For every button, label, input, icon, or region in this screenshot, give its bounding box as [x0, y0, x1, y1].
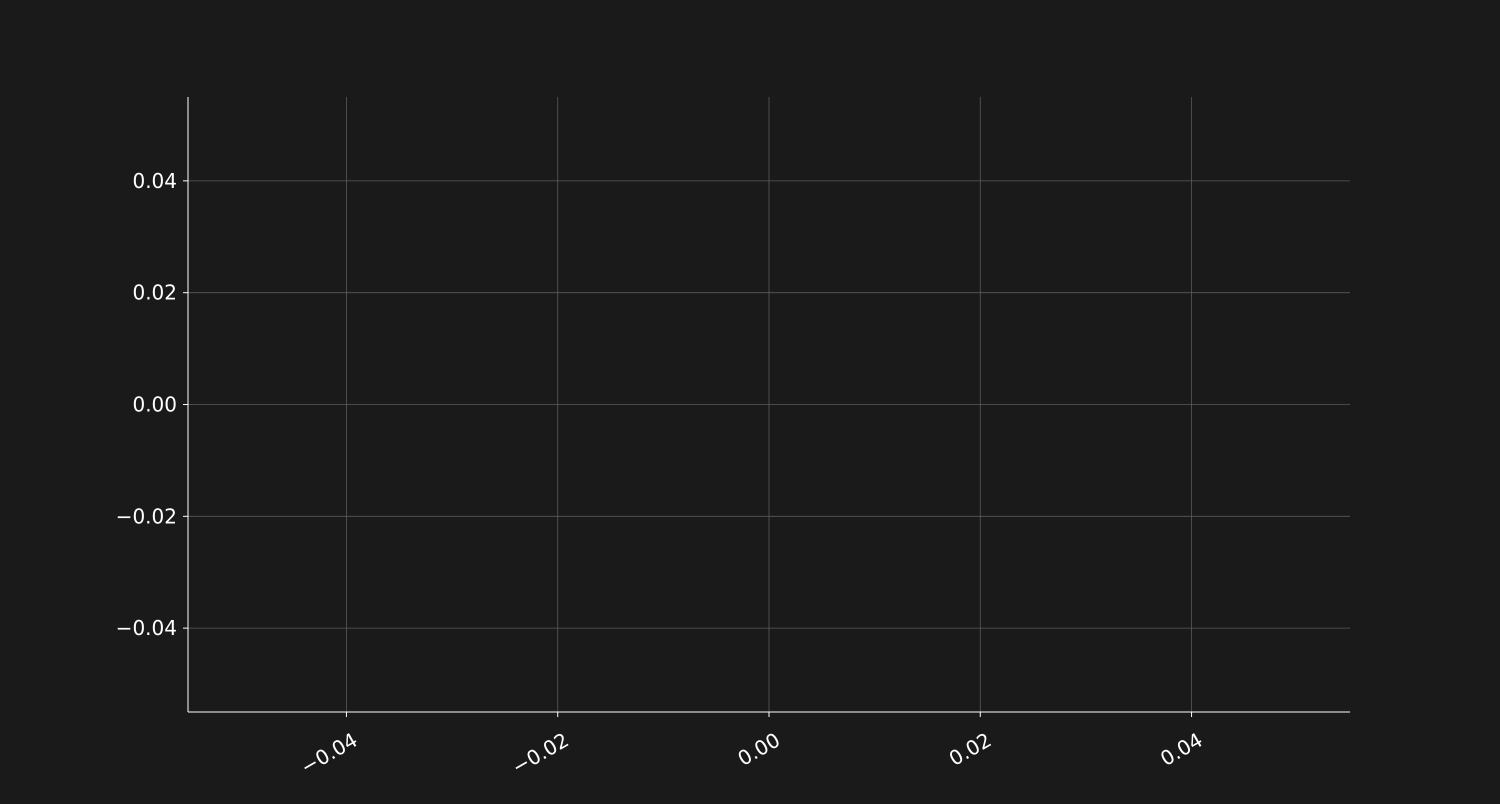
y-tick-label: 0.02 — [132, 281, 177, 305]
x-tick-label: 0.00 — [734, 728, 785, 771]
y-tick-label: 0.00 — [132, 393, 177, 417]
x-tick-label: 0.04 — [1156, 728, 1207, 771]
x-tick-label: 0.02 — [945, 728, 996, 771]
grid-layer — [188, 97, 1350, 712]
y-tick-label: −0.04 — [116, 616, 177, 640]
ticks-layer: −0.04 −0.02 0.00 0.02 0.04 0.04 0.02 0.00 −0.02 −… — [116, 169, 1207, 779]
y-tick-label: −0.02 — [116, 504, 177, 528]
y-tick-label: 0.04 — [132, 169, 177, 193]
x-tick-label: −0.04 — [296, 728, 361, 779]
x-tick-label: −0.02 — [508, 728, 573, 779]
